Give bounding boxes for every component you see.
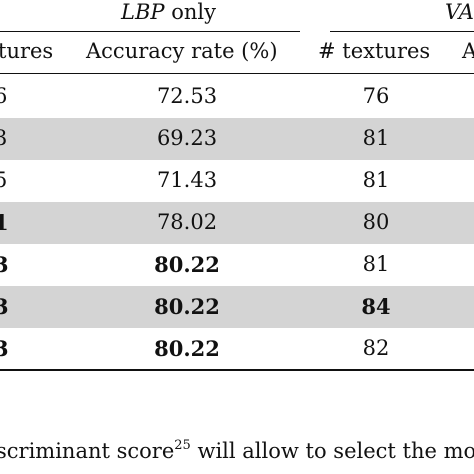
cell-textures-partial: 3 xyxy=(0,252,9,277)
cell-textures: 81 xyxy=(362,252,390,276)
cell-textures: 76 xyxy=(362,84,390,108)
table-row: 1 78.02 80 xyxy=(0,202,474,244)
column-header-textures-partial: tures xyxy=(0,39,54,63)
cell-accuracy: 80.22 xyxy=(154,336,220,361)
group-rule-right xyxy=(330,31,474,32)
cell-accuracy: 69.23 xyxy=(156,126,218,150)
footnote-after: will allow to select the mo xyxy=(190,439,474,463)
footnote-text: scriminant score25 will allow to select … xyxy=(0,438,474,463)
cell-accuracy: 80.22 xyxy=(154,294,220,319)
group-header-lbp-rest: only xyxy=(171,0,216,24)
cell-accuracy: 72.53 xyxy=(156,84,218,108)
table-row: 3 80.22 84 xyxy=(0,286,474,328)
header-rule xyxy=(0,73,474,74)
cell-textures-partial: 3 xyxy=(0,294,9,319)
group-header-va: VA xyxy=(445,0,474,24)
footnote-citation: 25 xyxy=(174,438,191,453)
table-row: 5 71.43 81 xyxy=(0,160,474,202)
cell-textures: 81 xyxy=(362,168,390,192)
group-header-lbp: LBP only xyxy=(121,0,216,24)
cell-textures: 82 xyxy=(362,336,390,360)
cell-accuracy: 80.22 xyxy=(154,252,220,277)
table-row: 3 80.22 81 xyxy=(0,244,474,286)
cell-textures: 80 xyxy=(362,210,390,234)
cell-textures: 84 xyxy=(361,294,391,319)
cell-accuracy: 78.02 xyxy=(156,210,218,234)
table-row: 6 72.53 76 xyxy=(0,76,474,118)
table-row: 3 69.23 81 xyxy=(0,118,474,160)
cell-textures-partial: 3 xyxy=(0,336,9,361)
footnote-before: scriminant score xyxy=(0,439,175,463)
cell-accuracy: 71.43 xyxy=(156,168,218,192)
cell-textures-partial: 3 xyxy=(0,126,8,150)
column-header-partial: A xyxy=(462,39,474,63)
cell-textures: 81 xyxy=(362,126,390,150)
cell-textures-partial: 5 xyxy=(0,168,8,192)
cell-textures-partial: 6 xyxy=(0,84,8,108)
group-header-lbp-main: LBP xyxy=(121,0,165,24)
cell-textures-partial: 1 xyxy=(0,210,9,235)
group-rule-left xyxy=(0,31,300,32)
table-row: 3 80.22 82 xyxy=(0,328,474,370)
bottom-rule xyxy=(0,369,474,371)
column-header-accuracy: Accuracy rate (%) xyxy=(86,39,278,63)
column-header-textures: # textures xyxy=(318,39,431,63)
group-header-va-main: VA xyxy=(445,0,474,24)
